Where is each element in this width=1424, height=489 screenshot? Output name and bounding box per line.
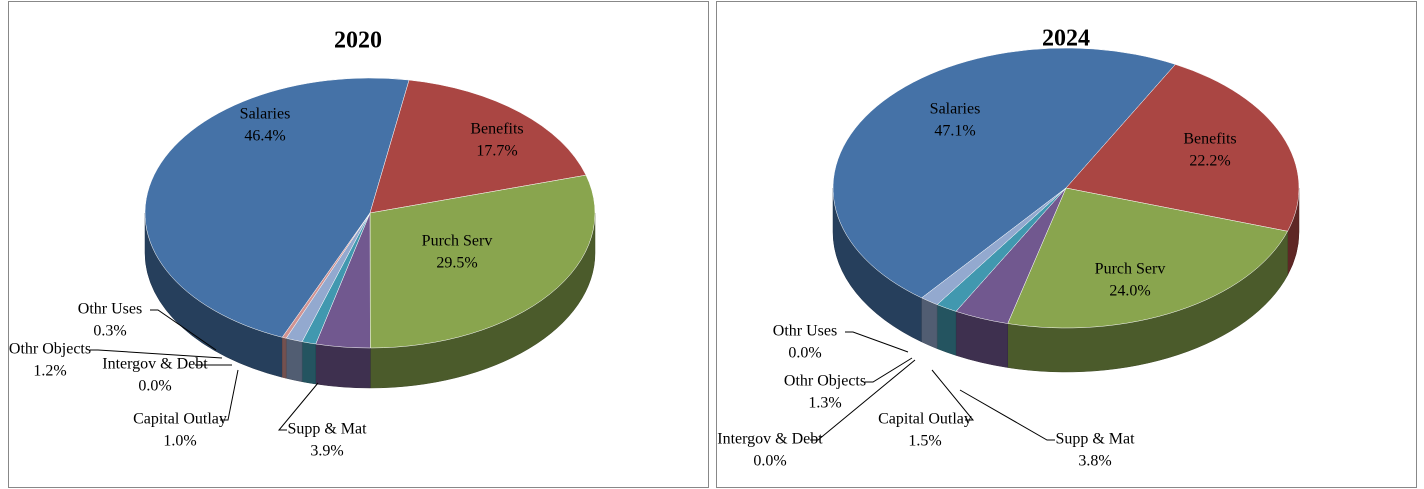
slice-label: Purch Serv — [1095, 261, 1166, 278]
slice-top — [144, 77, 410, 338]
leader-line — [865, 357, 913, 383]
slice-top — [369, 174, 596, 349]
slice-label: Intergov & Debt — [102, 356, 208, 373]
slice-label: Othr Objects — [9, 341, 91, 358]
slice-value: 3.9% — [310, 443, 343, 460]
slice-value: 24.0% — [1109, 283, 1150, 300]
slice-label: Purch Serv — [422, 233, 493, 250]
slice-value: 1.3% — [808, 395, 841, 412]
slice-side — [921, 297, 938, 349]
slice-top — [1007, 187, 1288, 329]
slice-label: Salaries — [240, 106, 291, 123]
slice — [936, 187, 1067, 356]
leader-line — [277, 382, 319, 431]
slice-label: Supp & Mat — [287, 421, 367, 438]
slice-side — [301, 341, 316, 385]
slice — [1007, 187, 1288, 373]
slice-top — [281, 212, 371, 339]
slice — [285, 212, 371, 383]
slice-side — [285, 337, 303, 383]
slice-value: 1.5% — [908, 433, 941, 450]
slice-value: 0.3% — [93, 323, 126, 340]
slice-label: Benefits — [1183, 131, 1236, 148]
leader-line — [845, 331, 909, 353]
slice-value: 0.0% — [788, 345, 821, 362]
leader-line — [150, 309, 217, 351]
leader-line — [90, 349, 223, 359]
slice-label: Othr Uses — [773, 323, 837, 340]
leader-line — [959, 389, 1055, 441]
slice-top — [369, 79, 587, 214]
slice-top — [832, 47, 1176, 299]
slice-label: Capital Outlay — [878, 411, 972, 428]
slice-value: 29.5% — [436, 255, 477, 272]
slice-label: Salaries — [930, 101, 981, 118]
slice-label: Capital Outlay — [133, 411, 227, 428]
chart-title: 2020 — [334, 28, 382, 54]
chart-title: 2024 — [1042, 26, 1090, 52]
slice-top — [1065, 64, 1300, 232]
slice-label: Othr Objects — [784, 373, 866, 390]
slice-side — [936, 304, 957, 356]
leader-line — [810, 359, 916, 441]
slice-value: 1.0% — [163, 433, 196, 450]
slice — [832, 47, 1176, 343]
slice — [301, 212, 371, 385]
slice-label: Othr Uses — [78, 301, 142, 318]
slice-label: Benefits — [470, 121, 523, 138]
slice-value: 0.0% — [753, 453, 786, 470]
slice — [281, 212, 371, 379]
slice-side — [281, 336, 287, 379]
slice — [315, 212, 371, 389]
slice-value: 22.2% — [1189, 153, 1230, 170]
slice-side — [315, 343, 371, 389]
slice — [369, 79, 587, 214]
slice-value: 46.4% — [244, 128, 285, 145]
slice — [144, 77, 410, 378]
slice-label: Supp & Mat — [1055, 431, 1135, 448]
leader-line — [931, 369, 975, 421]
slice-label: Intergov & Debt — [717, 431, 823, 448]
slice-top — [921, 187, 1067, 305]
slice-value: 47.1% — [934, 123, 975, 140]
slice-value: 17.7% — [476, 143, 517, 160]
leader-line — [220, 369, 239, 421]
slice — [921, 187, 1067, 349]
slice-value: 3.8% — [1078, 453, 1111, 470]
slice-value: 1.2% — [33, 363, 66, 380]
slice-value: 0.0% — [138, 378, 171, 395]
